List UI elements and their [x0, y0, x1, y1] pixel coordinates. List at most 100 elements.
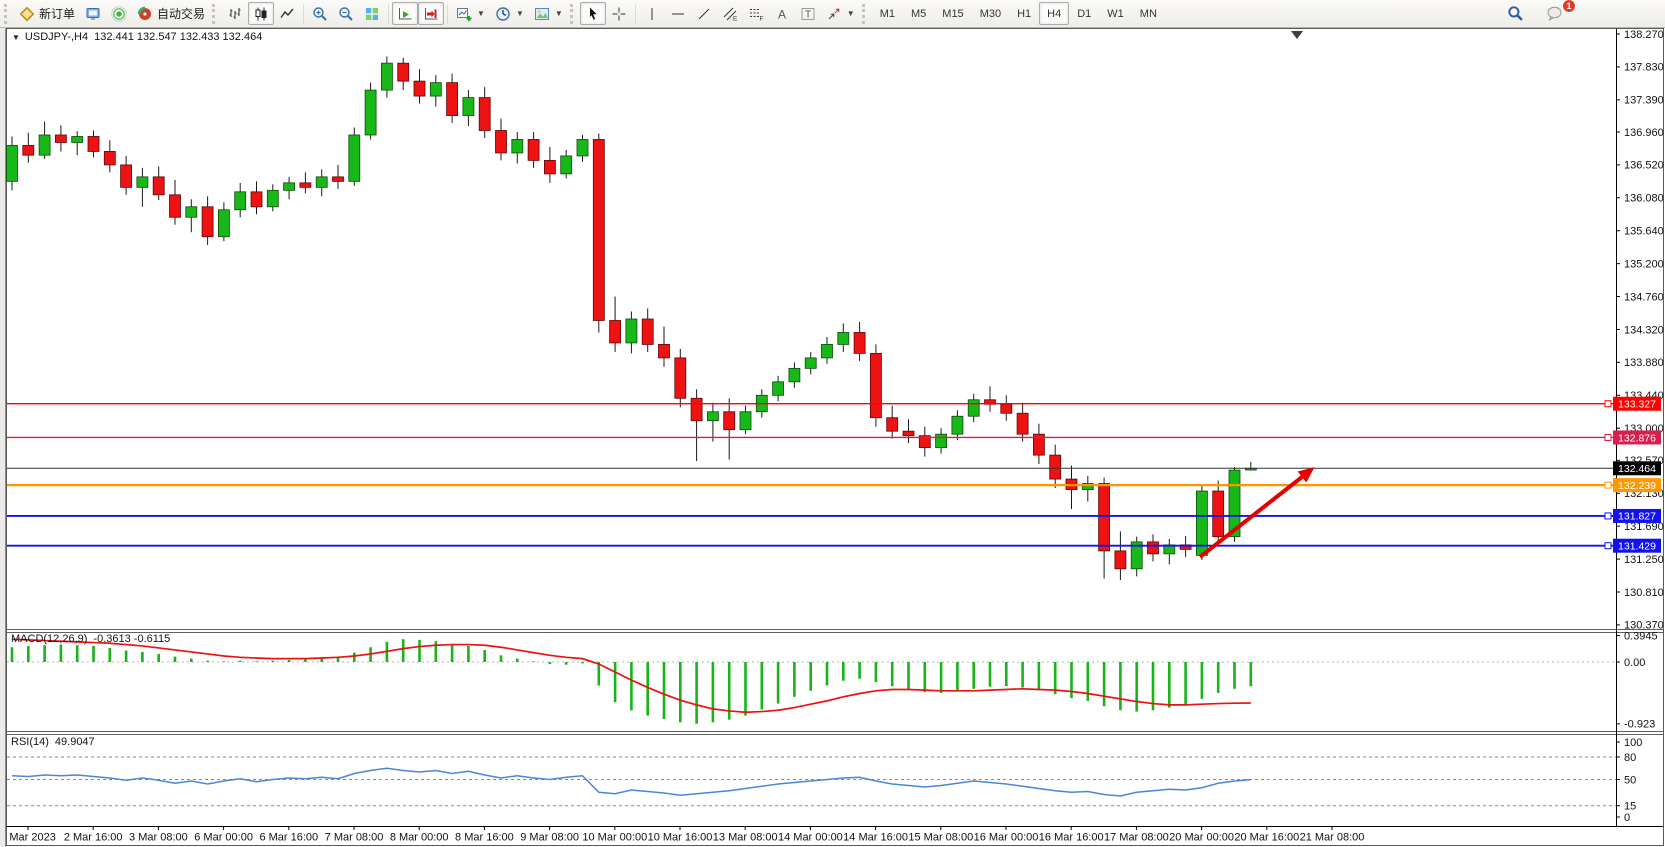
timeframe-mn-button[interactable]: MN	[1132, 2, 1165, 25]
autotrade-button[interactable]: 自动交易	[132, 2, 210, 25]
auto-scroll-button[interactable]	[392, 2, 419, 25]
search-button[interactable]	[1502, 2, 1529, 25]
equidistant-channel-tool-button[interactable]: E	[717, 2, 743, 25]
toolbar-drag-handle[interactable]	[4, 3, 10, 24]
text-icon: A	[774, 6, 790, 22]
zoom-out-button[interactable]	[333, 2, 359, 25]
timeframe-w1-button[interactable]: W1	[1099, 2, 1132, 25]
bull-candle	[935, 433, 947, 449]
toolbar-drag-handle[interactable]	[569, 3, 576, 24]
crosshair-tool-button[interactable]	[606, 2, 632, 25]
bear-candle	[446, 82, 459, 116]
bear-candle	[592, 139, 605, 321]
time-tick-label: 7 Mar 08:00	[325, 832, 384, 844]
signals-button[interactable]	[106, 2, 132, 25]
cursor-tool-button[interactable]	[579, 2, 606, 25]
price-tick-label: 136.080	[1624, 193, 1664, 205]
trend-arrow-line[interactable]	[1198, 475, 1304, 559]
toolbar-drag-handle[interactable]	[861, 3, 868, 24]
bull-candle	[511, 139, 524, 154]
bear-candle	[250, 191, 263, 208]
bull-candle	[1228, 469, 1241, 538]
chart-shift-button[interactable]	[418, 2, 445, 25]
bear-candle	[674, 357, 687, 399]
notifications-button[interactable]: 1	[1541, 0, 1576, 25]
bull-candle	[1130, 541, 1143, 570]
bear-candle	[152, 176, 165, 196]
horizontal-line-tool-button[interactable]	[665, 2, 691, 25]
arrows-tool-button[interactable]: ▼	[821, 2, 860, 25]
toolbar-right-group: 1	[1502, 0, 1576, 25]
timeframe-h4-button[interactable]: H4	[1039, 2, 1070, 25]
time-tick-label: 6 Mar 16:00	[259, 832, 318, 844]
time-tick-label: 21 Mar 08:00	[1300, 832, 1365, 844]
timeframe-m1-button[interactable]: M1	[872, 2, 903, 25]
bar-chart-mode-button[interactable]	[222, 2, 248, 25]
new-chart-button[interactable]: ▼	[451, 2, 490, 25]
bear-candle	[1098, 483, 1110, 552]
market-watch-button[interactable]	[80, 2, 106, 25]
new-order-button[interactable]: 新订单	[14, 2, 80, 25]
svg-text:A: A	[778, 7, 786, 21]
bear-candle	[609, 320, 621, 344]
templates-button[interactable]: ▼	[529, 2, 568, 25]
bear-candle	[1000, 403, 1013, 414]
tile-windows-button[interactable]	[359, 2, 385, 25]
candlestick-mode-button[interactable]	[248, 2, 275, 25]
svg-text:E: E	[733, 15, 738, 22]
level-line-handle[interactable]	[1604, 481, 1612, 489]
time-tick-label: 14 Mar 00:00	[778, 832, 843, 844]
chart-border	[6, 28, 1664, 846]
timeframe-h1-button[interactable]: H1	[1009, 2, 1039, 25]
bear-candle	[413, 80, 426, 97]
price-tick-label: 138.270	[1624, 29, 1664, 41]
bull-candle	[217, 209, 230, 238]
bull-candle	[348, 134, 361, 182]
bear-candle	[886, 417, 899, 432]
text-label-tool-button[interactable]: T	[795, 2, 821, 25]
trend-arrow-head[interactable]	[1297, 467, 1315, 483]
timeframe-m30-button[interactable]: M30	[972, 2, 1009, 25]
price-tick-label: 136.960	[1624, 127, 1664, 139]
chart-shift-marker[interactable]	[1291, 31, 1303, 39]
timeframe-m15-button[interactable]: M15	[934, 2, 971, 25]
level-line-handle[interactable]	[1604, 512, 1612, 520]
price-tick-label: 136.520	[1624, 160, 1664, 172]
zoom-out-icon	[338, 6, 354, 22]
bull-candle	[788, 367, 801, 383]
bear-candle	[22, 145, 35, 156]
macd-signal-line	[11, 638, 1251, 714]
auto-scroll-icon	[397, 6, 413, 22]
zoom-in-button[interactable]	[307, 2, 333, 25]
macd-axis-tick-label: 0.3945	[1624, 630, 1658, 642]
horizontal-line-icon	[670, 6, 686, 22]
bull-candle	[462, 97, 475, 116]
bull-candle	[429, 82, 442, 97]
level-line-handle[interactable]	[1604, 433, 1612, 441]
timeframe-m5-button[interactable]: M5	[903, 2, 934, 25]
bull-candle	[739, 411, 752, 431]
ohlc-collapse-icon[interactable]: ▼	[12, 33, 20, 42]
new-order-icon	[19, 6, 35, 22]
symbol-period-label: USDJPY-,H4	[24, 31, 89, 43]
bull-candle	[1081, 483, 1094, 490]
time-tick-label: 17 Mar 08:00	[1104, 832, 1169, 844]
trendline-tool-button[interactable]	[691, 2, 717, 25]
periodicity-button[interactable]: ▼	[490, 2, 529, 25]
bear-candle	[1114, 550, 1127, 570]
text-tool-button[interactable]: A	[769, 2, 795, 25]
price-tick-label: 130.810	[1624, 587, 1664, 599]
market-watch-icon	[85, 6, 101, 22]
level-line-handle[interactable]	[1604, 542, 1612, 550]
bear-candle	[690, 397, 703, 422]
time-tick-label: 15 Mar 08:00	[908, 832, 973, 844]
toolbar-drag-handle[interactable]	[212, 3, 218, 24]
price-tick-label: 137.390	[1624, 95, 1664, 107]
line-chart-mode-button[interactable]	[274, 2, 300, 25]
level-price-tag	[1613, 508, 1661, 523]
vertical-line-tool-button[interactable]	[639, 2, 665, 25]
fibonacci-tool-button[interactable]: F	[743, 2, 769, 25]
level-line-handle[interactable]	[1604, 400, 1612, 408]
timeframe-d1-button[interactable]: D1	[1069, 2, 1099, 25]
